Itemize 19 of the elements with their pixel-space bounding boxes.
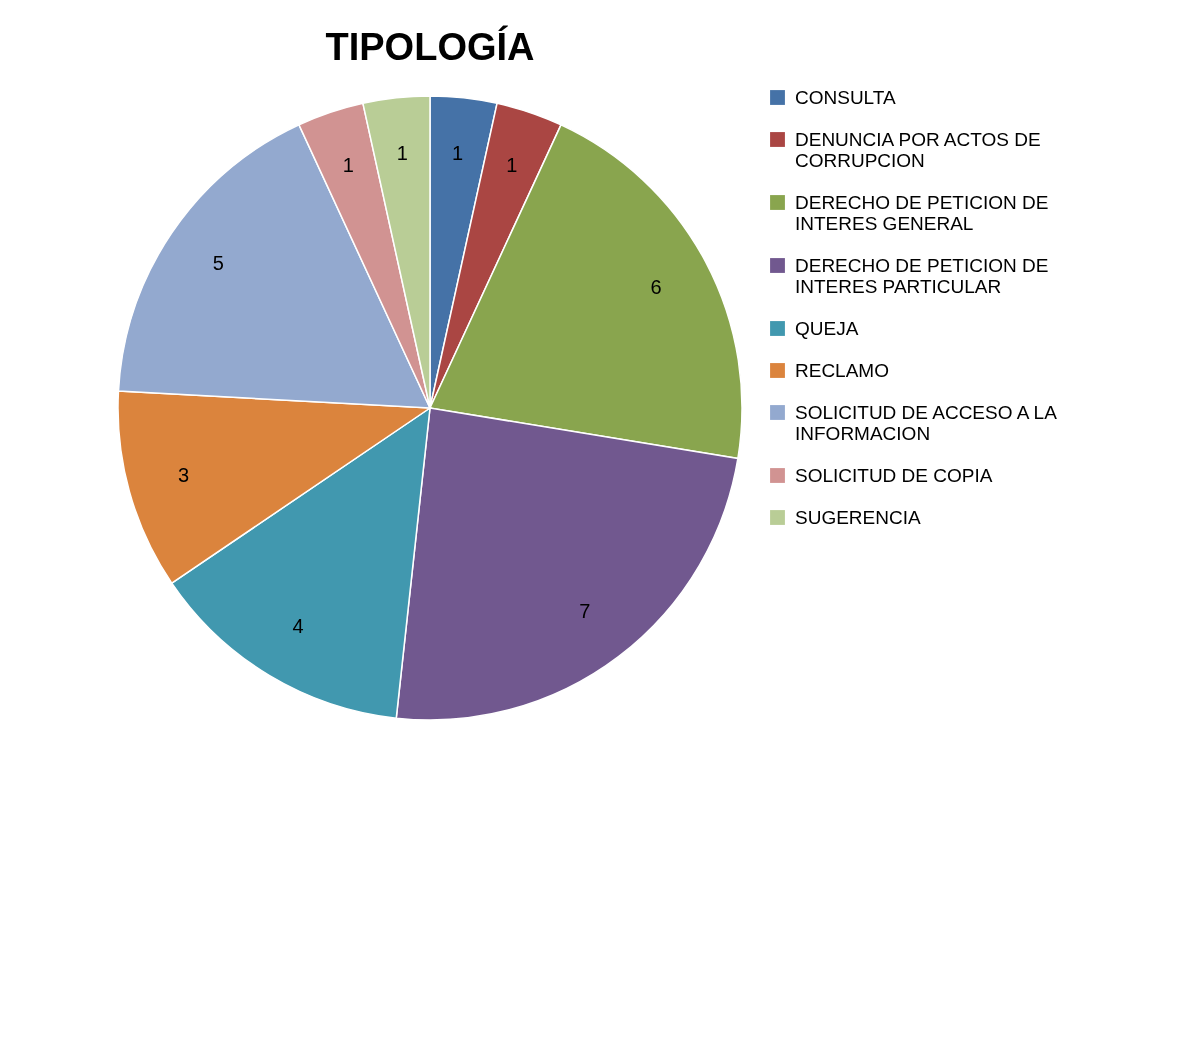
data-label: 6	[650, 276, 662, 299]
legend-label: SUGERENCIA	[795, 506, 921, 528]
data-label: 5	[212, 252, 224, 275]
data-label: 1	[396, 141, 408, 164]
data-label: 3	[177, 464, 190, 487]
legend-label: DERECHO DE PETICION DE INTERES GENERAL	[795, 191, 1049, 234]
data-label: 1	[452, 141, 464, 164]
chart-title: TIPOLOGÍA	[325, 25, 535, 68]
legend-label: SOLICITUD DE ACCESO A LA INFORMACION	[795, 401, 1058, 444]
data-label: 4	[292, 615, 304, 638]
legend-label: QUEJA	[795, 317, 859, 339]
data-label: 7	[579, 599, 591, 622]
data-label: 1	[342, 153, 354, 176]
legend-label: DENUNCIA POR ACTOS DE CORRUPCION	[795, 128, 1041, 171]
data-label: 1	[506, 153, 518, 176]
legend-label: SOLICITUD DE COPIA	[795, 464, 993, 486]
legend-label: RECLAMO	[795, 359, 889, 381]
legend-label: DERECHO DE PETICION DE INTERES PARTICULAR	[795, 254, 1049, 297]
legend-label: CONSULTA	[795, 86, 896, 108]
